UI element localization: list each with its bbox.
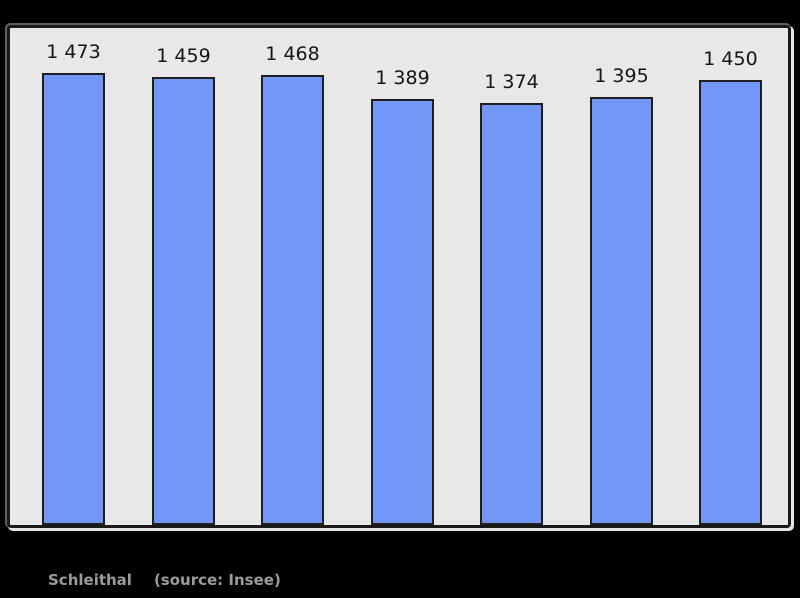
bar-value-label: 1 389: [375, 67, 430, 89]
bar: [42, 73, 105, 525]
bar-value-label: 1 450: [703, 48, 758, 70]
bar-value-label: 1 374: [484, 71, 539, 93]
bar: [590, 97, 653, 525]
bar: [480, 103, 543, 525]
caption-source: (source: Insee): [153, 571, 281, 589]
bar: [699, 80, 762, 525]
bar-value-label: 1 473: [46, 41, 101, 63]
bar: [152, 77, 215, 525]
bar: [371, 99, 434, 525]
bar: [261, 75, 324, 525]
chart-frame: 1 473 1 459 1 468 1 389 1 374 1 395 1 450: [7, 25, 791, 528]
bar-value-label: 1 395: [594, 65, 649, 87]
caption-commune: Schleithal: [48, 571, 132, 589]
bar-value-label: 1 459: [156, 45, 211, 67]
bar-value-label: 1 468: [265, 43, 320, 65]
plot-area: 1 473 1 459 1 468 1 389 1 374 1 395 1 450: [10, 28, 788, 525]
chart-caption: Schleithal (source: Insee): [48, 571, 281, 589]
